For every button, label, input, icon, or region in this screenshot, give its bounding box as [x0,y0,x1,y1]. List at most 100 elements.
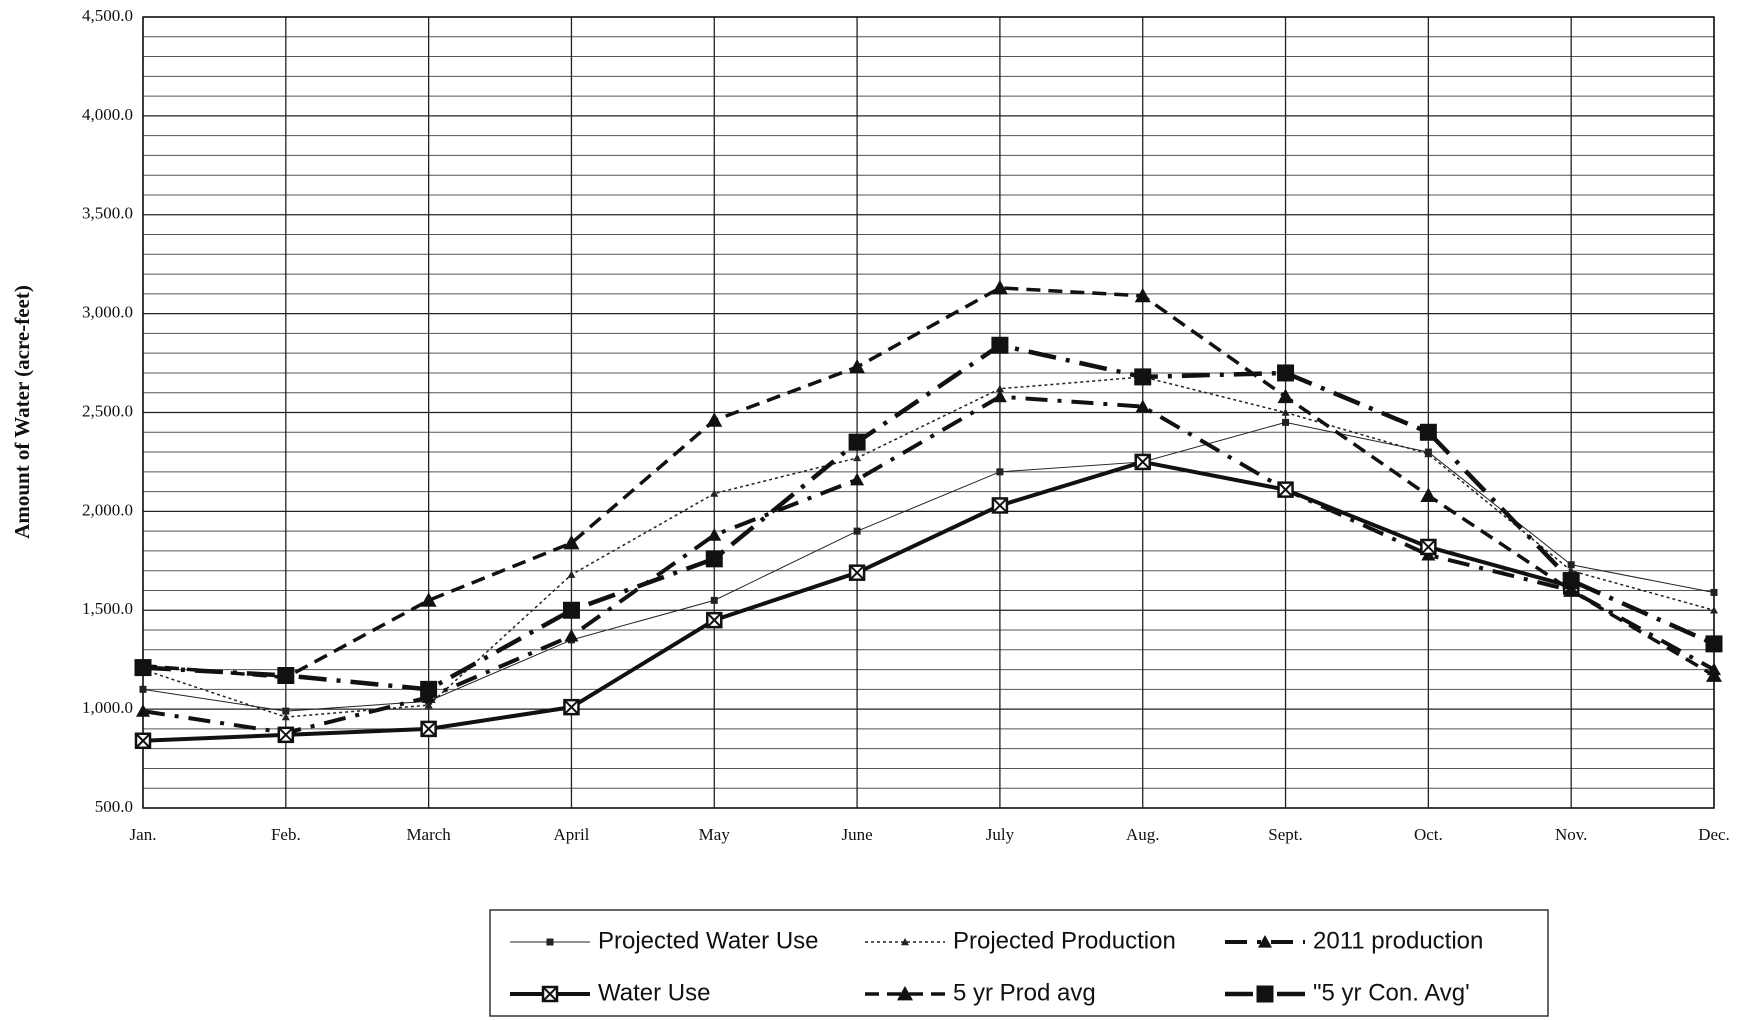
data-point [1710,606,1718,614]
marker-shape [277,667,295,685]
legend-marker [546,938,554,946]
data-point [139,685,147,693]
data-point [1419,423,1437,441]
legend-label: "5 yr Con. Avg' [1313,979,1470,1006]
marker-shape [848,433,866,451]
marker-shape [991,336,1009,354]
marker-shape [1420,539,1437,555]
data-point [705,550,723,568]
data-point [1135,399,1150,413]
data-point [1281,408,1290,416]
legend-marker [1258,935,1272,948]
legend-marker [1256,985,1274,1003]
data-point [991,336,1009,354]
marker-shape [1563,582,1580,597]
marker-shape [564,628,579,642]
marker-shape [1706,667,1722,682]
marker-shape [563,535,580,550]
data-point [567,570,576,578]
marker-shape [135,733,151,749]
x-tick-label: Jan. [130,825,157,844]
data-point [1277,388,1294,404]
legend-label: 5 yr Prod avg [953,979,1096,1006]
data-point [277,667,295,685]
data-point [848,433,866,451]
x-tick-label: April [554,825,590,844]
data-point [710,489,719,497]
marker-shape [705,550,723,568]
data-point [562,601,580,619]
data-point [1420,538,1437,556]
marker-shape [1562,572,1580,590]
y-tick-label: 1,500.0 [82,599,133,618]
marker-shape [562,601,580,619]
x-tick-label: Feb. [271,825,301,844]
legend-marker [897,986,913,1001]
data-point [707,528,722,541]
marker-shape [420,592,437,607]
data-point [136,704,150,717]
data-point [1567,561,1575,569]
marker-shape [281,713,290,721]
y-tick-label: 500.0 [95,797,133,816]
x-tick-label: July [986,825,1015,844]
marker-shape [707,528,722,541]
data-point [1277,481,1294,498]
marker-shape [567,570,576,578]
x-tick-label: March [406,825,451,844]
data-point [420,680,438,698]
legend-label: Projected Production [953,927,1176,954]
marker-shape [991,279,1008,295]
data-point [1420,487,1437,502]
y-tick-label: 3,500.0 [82,204,133,223]
marker-shape [901,938,909,946]
x-tick-label: Aug. [1126,825,1160,844]
marker-shape [420,721,437,737]
marker-shape [1281,408,1290,416]
marker-shape [995,384,1004,392]
marker-shape [1705,635,1723,653]
y-tick-label: 2,000.0 [82,500,133,519]
marker-shape [1135,399,1150,413]
marker-shape [134,659,152,677]
legend-label: Water Use [598,979,710,1006]
marker-shape [546,938,554,946]
x-tick-label: June [842,825,873,844]
series-line [142,376,1715,718]
data-point [853,527,861,535]
marker-shape [139,685,147,693]
y-tick-label: 1,000.0 [82,698,133,717]
marker-shape [1277,388,1294,404]
legend-label: 2011 production [1313,927,1483,954]
marker-shape [1567,561,1575,569]
marker-shape [710,596,718,604]
data-point [849,359,866,374]
data-point [1424,450,1433,458]
data-point [853,453,862,462]
data-point [563,698,580,716]
marker-shape [1256,985,1274,1003]
data-point [1562,572,1580,590]
data-point [282,707,290,715]
data-point [134,732,152,750]
marker-shape [992,497,1008,514]
legend-marker [901,938,909,946]
data-point [996,468,1004,476]
marker-shape [706,412,723,427]
marker-shape [897,986,913,1001]
data-point [1277,364,1295,382]
data-point [1710,588,1718,596]
x-tick-label: Nov. [1555,825,1587,844]
marker-shape [278,727,294,743]
y-tick-label: 2,500.0 [82,401,133,420]
marker-shape [850,472,865,486]
x-tick-label: May [699,825,731,844]
marker-shape [1420,487,1437,502]
marker-shape [420,680,438,698]
data-point [134,659,152,677]
series-line [142,394,1715,735]
y-tick-label: 4,500.0 [82,6,133,25]
marker-shape [1710,588,1718,596]
data-point [1563,582,1580,597]
data-point [1134,287,1151,303]
